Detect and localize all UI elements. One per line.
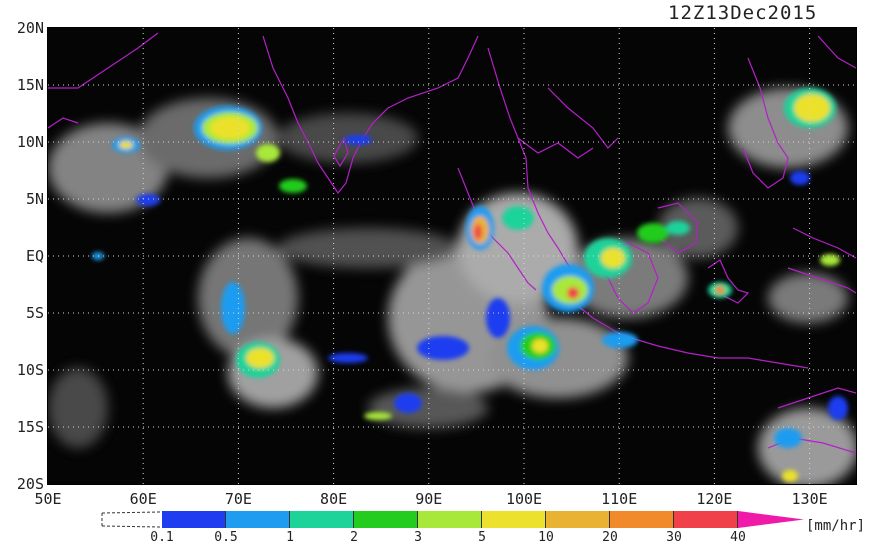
- colorbar-tick-label: 40: [730, 530, 746, 545]
- colorbar-tick-label: 30: [666, 530, 682, 545]
- latitude-label: 20S: [16, 475, 44, 493]
- latitude-label: EQ: [25, 247, 44, 265]
- colorbar-swatch: [674, 511, 738, 528]
- longitude-label: 110E: [601, 490, 638, 508]
- latitude-label: 10N: [16, 133, 44, 151]
- longitude-label: 80E: [320, 490, 348, 508]
- longitude-label: 70E: [224, 490, 252, 508]
- longitude-label: 60E: [129, 490, 157, 508]
- longitude-label: 100E: [505, 490, 543, 508]
- longitude-label: 120E: [696, 490, 733, 508]
- colorbar-unit-label: [mm/hr]: [806, 518, 866, 534]
- precipitation-colorbar: [162, 511, 738, 528]
- colorbar-tick-label: 0.1: [150, 530, 174, 545]
- longitude-label: 130E: [791, 490, 828, 508]
- latitude-label: 5S: [25, 304, 44, 322]
- colorbar-swatch: [418, 511, 482, 528]
- latitude-label: 15N: [16, 76, 44, 94]
- colorbar-swatch: [482, 511, 546, 528]
- colorbar-tick-label: 0.5: [214, 530, 238, 545]
- satellite-precipitation-map[interactable]: [47, 27, 857, 485]
- latitude-label: 15S: [16, 418, 44, 436]
- colorbar-swatch: [546, 511, 610, 528]
- colorbar-swatch: [226, 511, 290, 528]
- colorbar-swatch: [290, 511, 354, 528]
- colorbar-tick-label: 5: [478, 530, 486, 545]
- longitude-label: 50E: [34, 490, 62, 508]
- colorbar-swatch: [354, 511, 418, 528]
- colorbar-tick-label: 2: [350, 530, 358, 545]
- colorbar-tick-label: 1: [286, 530, 294, 545]
- latitude-label: 10S: [16, 361, 44, 379]
- latitude-label: 5N: [25, 190, 44, 208]
- colorbar-swatch: [162, 511, 226, 528]
- longitude-label: 90E: [415, 490, 443, 508]
- lat-lon-grid: [48, 28, 856, 484]
- latitude-label: 20N: [16, 19, 44, 37]
- timestamp-title: 12Z13Dec2015: [668, 2, 818, 24]
- colorbar-tick-label: 3: [414, 530, 422, 545]
- coastlines: [48, 32, 856, 454]
- colorbar-tick-label: 20: [602, 530, 618, 545]
- colorbar-swatch: [610, 511, 674, 528]
- colorbar-lower-extension: [101, 511, 161, 528]
- colorbar-tick-label: 10: [538, 530, 554, 545]
- colorbar-upper-extension: [738, 511, 804, 528]
